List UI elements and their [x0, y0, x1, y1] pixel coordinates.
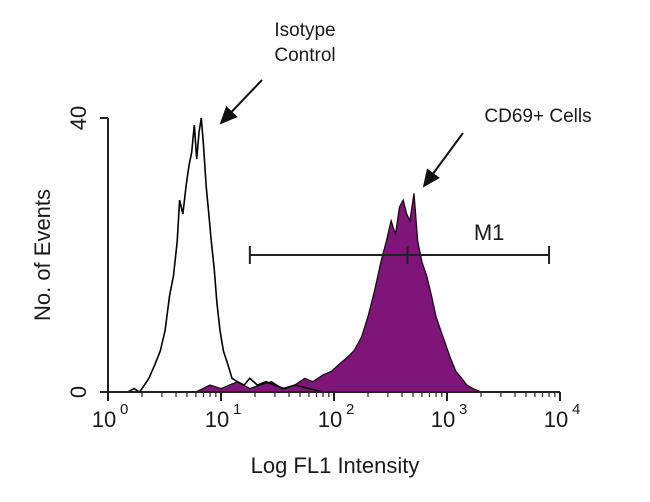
plot-series-layer — [127, 117, 482, 394]
annotation-isotype-arrow — [219, 79, 263, 125]
y-axis-label: No. of Events — [30, 189, 55, 321]
annotation-cd69-label: CD69+ Cells — [484, 106, 591, 127]
series-1-filled-histogram — [195, 193, 482, 393]
x-tick-label: 10 — [205, 407, 229, 432]
annotation-layer: Isotype Control CD69+ Cells — [219, 20, 592, 188]
x-tick-exponent: 1 — [233, 401, 241, 418]
x-tick-exponent: 0 — [120, 401, 128, 418]
x-ticks: 10 0 10 1 10 2 10 3 10 4 — [92, 392, 580, 432]
series-0-outline-histogram — [127, 117, 324, 394]
y-ticks: 0 40 — [66, 106, 108, 398]
x-tick-exponent: 4 — [572, 401, 580, 418]
x-axis-label: Log FL1 Intensity — [251, 453, 420, 478]
y-tick-label: 0 — [66, 386, 91, 398]
x-tick-label: 10 — [92, 407, 116, 432]
gate-m1-label: M1 — [474, 220, 505, 245]
y-tick-label: 40 — [66, 106, 91, 130]
x-tick-exponent: 3 — [459, 401, 467, 418]
x-tick-label: 10 — [318, 407, 342, 432]
x-tick-label: 10 — [431, 407, 455, 432]
annotation-isotype-label: Isotype Control — [274, 20, 335, 66]
x-tick-exponent: 2 — [346, 401, 354, 418]
annotation-cd69-arrow — [422, 132, 464, 188]
gate-layer: M1 — [248, 220, 551, 264]
x-tick-label: 10 — [544, 407, 568, 432]
